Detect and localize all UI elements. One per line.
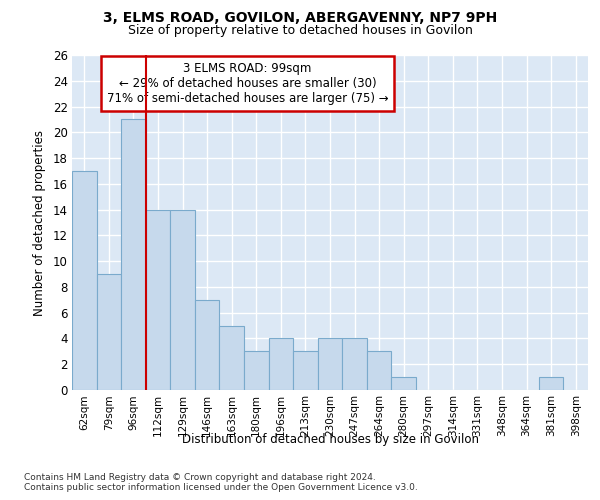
Bar	[539, 377, 563, 390]
Bar	[146, 210, 170, 390]
Bar	[244, 352, 269, 390]
Bar	[269, 338, 293, 390]
Text: Contains HM Land Registry data © Crown copyright and database right 2024.
Contai: Contains HM Land Registry data © Crown c…	[24, 472, 418, 492]
Bar	[342, 338, 367, 390]
Bar	[97, 274, 121, 390]
Y-axis label: Number of detached properties: Number of detached properties	[33, 130, 46, 316]
Text: Distribution of detached houses by size in Govilon: Distribution of detached houses by size …	[182, 432, 479, 446]
Bar	[293, 352, 318, 390]
Bar	[220, 326, 244, 390]
Text: 3, ELMS ROAD, GOVILON, ABERGAVENNY, NP7 9PH: 3, ELMS ROAD, GOVILON, ABERGAVENNY, NP7 …	[103, 11, 497, 25]
Text: Size of property relative to detached houses in Govilon: Size of property relative to detached ho…	[128, 24, 472, 37]
Bar	[121, 120, 146, 390]
Text: 3 ELMS ROAD: 99sqm
← 29% of detached houses are smaller (30)
71% of semi-detache: 3 ELMS ROAD: 99sqm ← 29% of detached hou…	[107, 62, 388, 104]
Bar	[391, 377, 416, 390]
Bar	[170, 210, 195, 390]
Bar	[72, 171, 97, 390]
Bar	[195, 300, 220, 390]
Bar	[367, 352, 391, 390]
Bar	[318, 338, 342, 390]
